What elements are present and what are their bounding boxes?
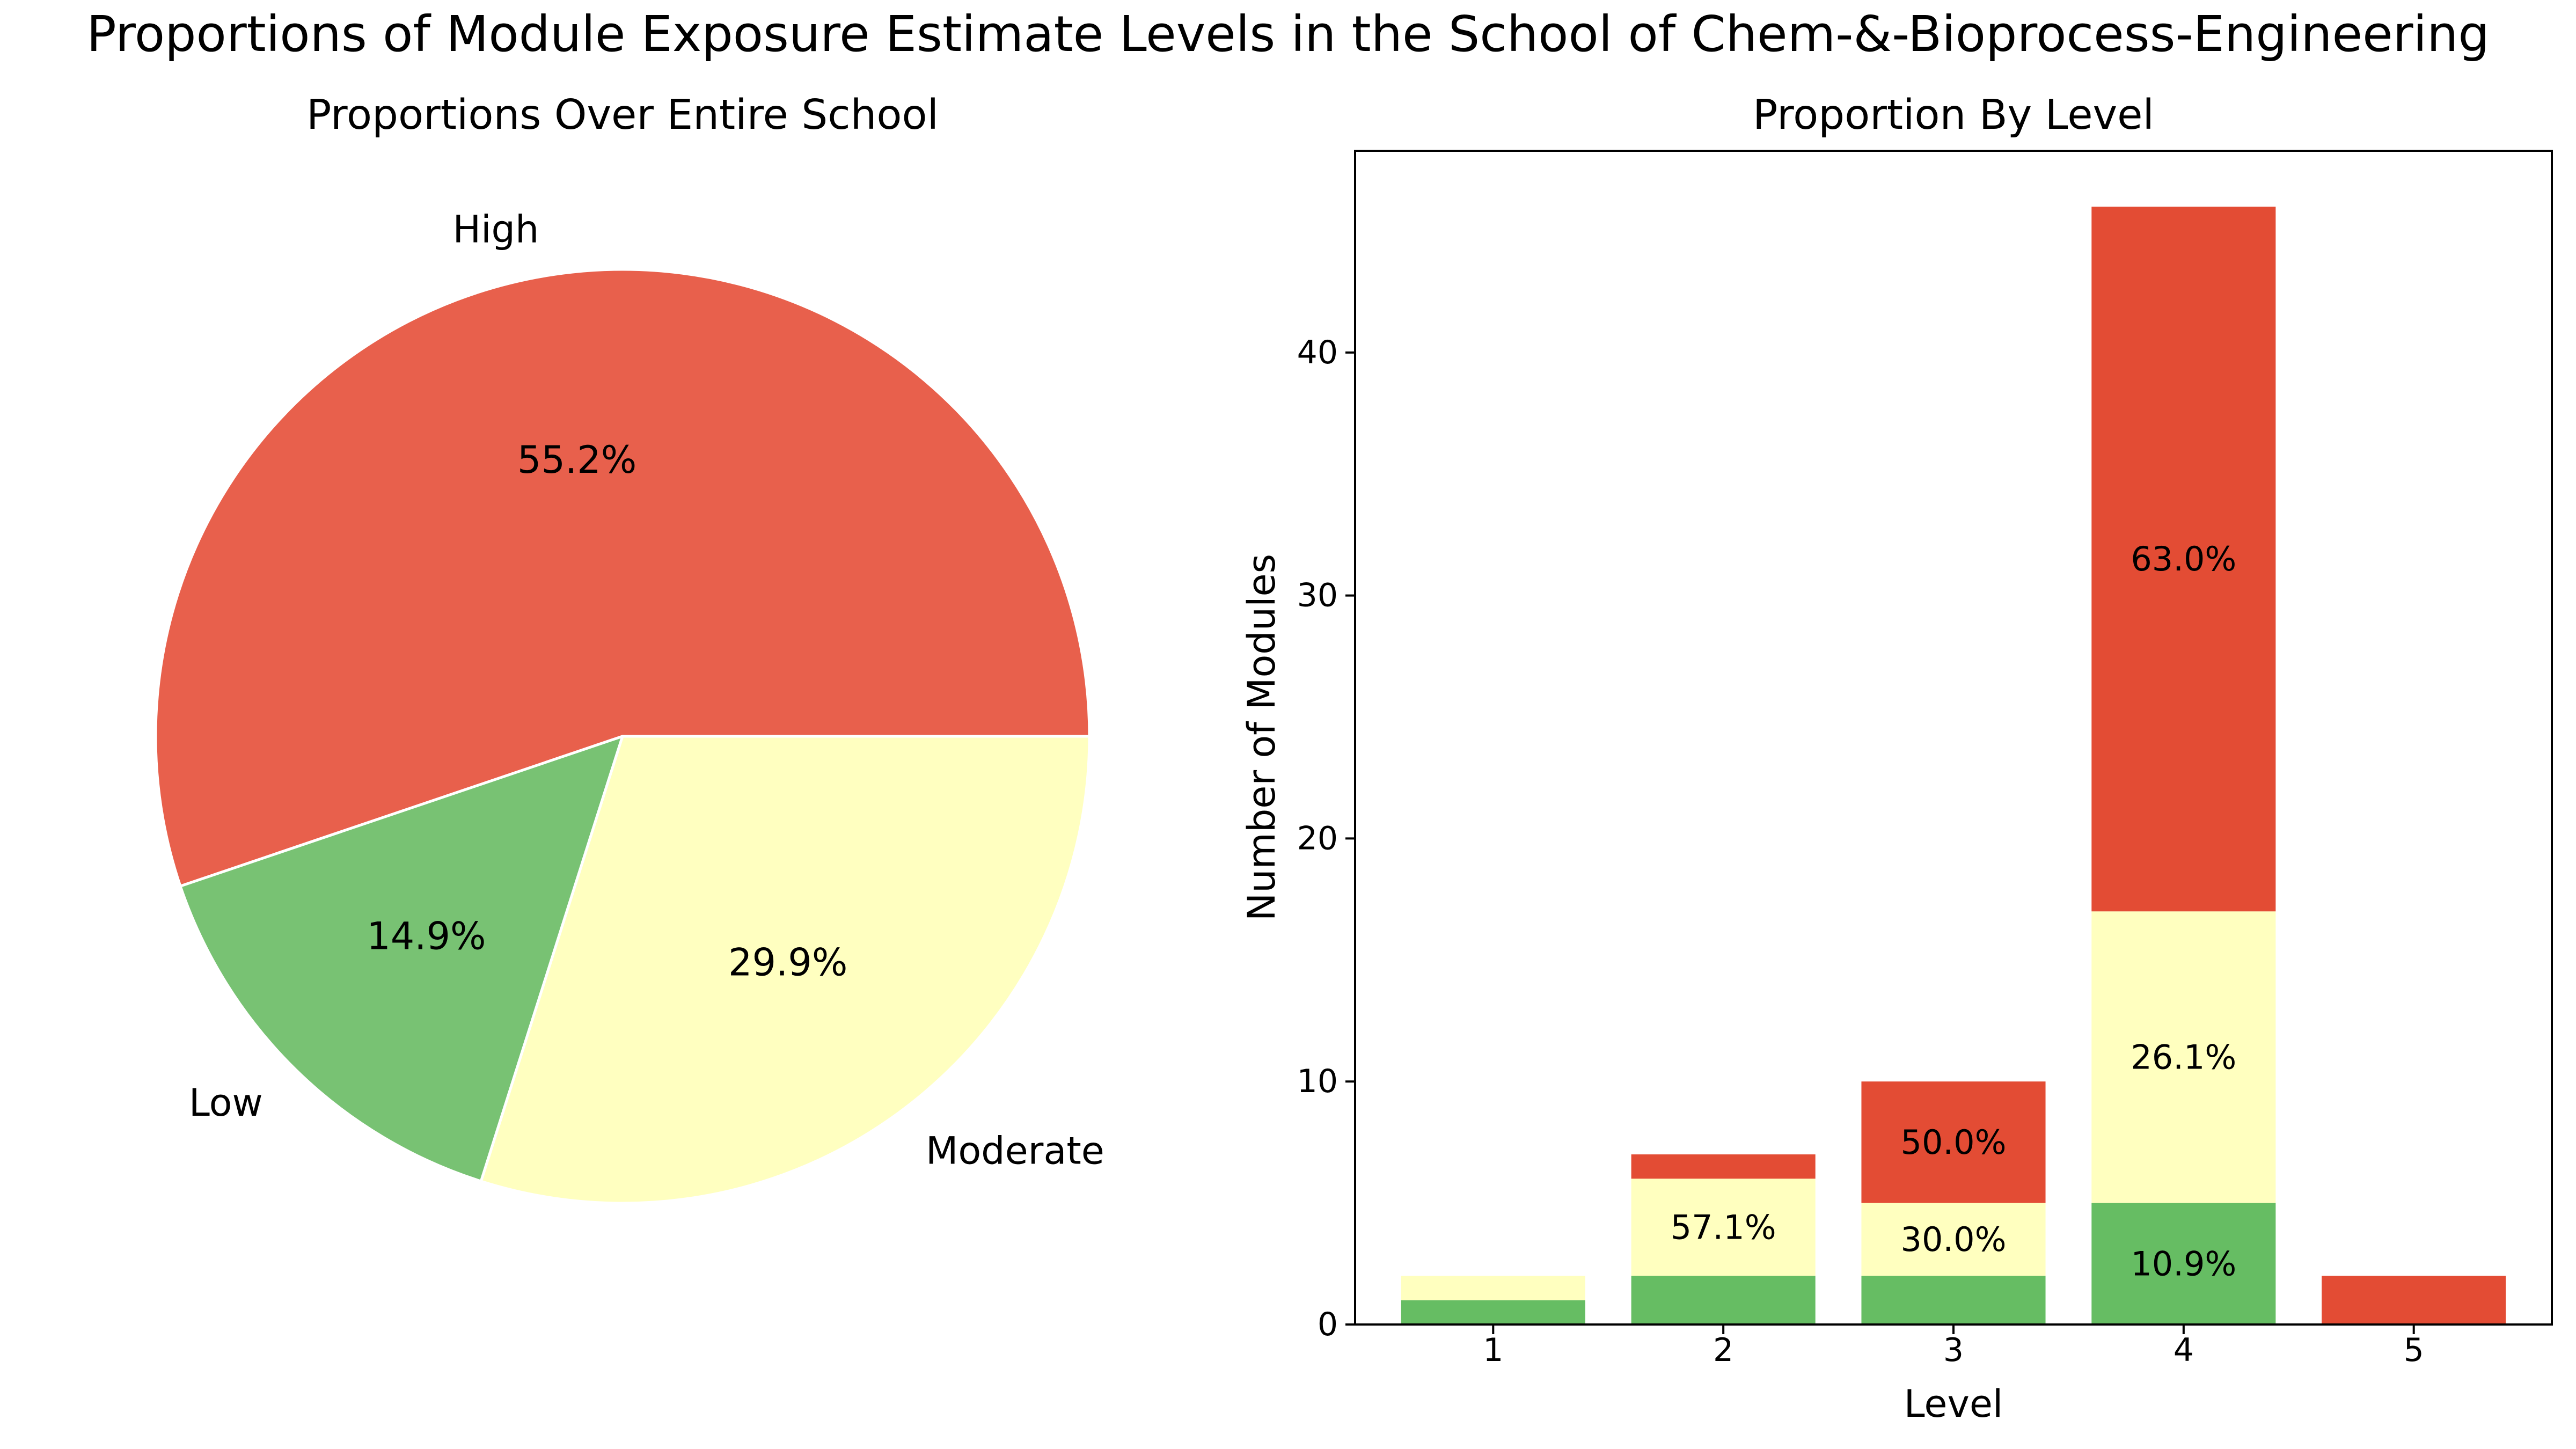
pie-pct-label-low: 14.9% (367, 914, 486, 958)
bar-segment-level-4-low (2091, 1203, 2276, 1324)
x-tick-label: 5 (2404, 1331, 2424, 1369)
pie-category-label-low: Low (189, 1081, 263, 1125)
y-tick-label: 30 (1297, 577, 1338, 614)
pie-chart-title: Proportions Over Entire School (306, 91, 939, 139)
bar-segment-level-2-high (1631, 1154, 1816, 1179)
x-tick-label: 3 (1943, 1331, 1964, 1369)
pie-slice-high (154, 268, 1091, 888)
bar-segment-level-3-high (1861, 1081, 2046, 1203)
figure-title: Proportions of Module Exposure Estimate … (86, 5, 2490, 63)
bar-segment-level-1-low (1401, 1300, 1585, 1324)
pie-chart-panel: Proportions Over Entire School 55.2% High… (154, 91, 1104, 1205)
bar-data-label-level-4-moderate: 26.1% (2131, 1037, 2236, 1077)
x-tick-label: 2 (1713, 1331, 1733, 1369)
y-tick-label: 40 (1297, 334, 1338, 371)
pie-pct-label-moderate: 29.9% (728, 940, 847, 984)
y-tick-label: 10 (1297, 1063, 1338, 1100)
pie-category-label-moderate: Moderate (926, 1129, 1104, 1173)
pie-slice-low (179, 735, 624, 1183)
bar-data-labels: 57.1% 50.0% 30.0% 63.0% 26.1% 10.9% (1671, 539, 2237, 1283)
x-tick-label: 4 (2174, 1331, 2194, 1369)
bar-data-label-level-4-low: 10.9% (2131, 1244, 2236, 1283)
bar-chart-panel: Proportion By Level 57.1% 50.0% 30.0% 63.0%… (1240, 91, 2553, 1426)
pie-slice-moderate (479, 735, 1091, 1205)
pie-slices (154, 268, 1091, 1205)
bar-data-label-level-2-moderate: 57.1% (1671, 1208, 1776, 1247)
bar-segment-level-1-moderate (1401, 1276, 1585, 1300)
bar-segment-level-2-low (1631, 1276, 1816, 1324)
bar-segment-level-3-low (1861, 1276, 2046, 1324)
bar-data-label-level-3-high: 50.0% (1901, 1123, 2007, 1162)
pie-pct-label-high: 55.2% (517, 438, 636, 482)
y-tick-label: 0 (1318, 1306, 1338, 1343)
y-axis-label: Number of Modules (1240, 554, 1284, 921)
bar-segment-level-2-moderate (1631, 1179, 1816, 1276)
bar-data-label-level-4-high: 63.0% (2131, 539, 2236, 579)
bar-segments (1401, 207, 2506, 1324)
x-tick-label: 1 (1483, 1331, 1503, 1369)
pie-labels: 55.2% High 14.9% Low 29.9% Moderate (189, 208, 1104, 1173)
bar-data-label-level-3-moderate: 30.0% (1901, 1220, 2007, 1259)
bar-chart-title: Proportion By Level (1753, 91, 2154, 139)
bar-segment-level-4-moderate (2091, 911, 2276, 1203)
bar-segment-level-4-high (2091, 207, 2276, 912)
pie-category-label-high: High (452, 208, 539, 252)
x-axis-label: Level (1904, 1382, 2003, 1426)
bar-segment-level-3-moderate (1861, 1203, 2046, 1276)
bar-axes: 0 10 20 30 40 1 2 3 4 5 (1297, 334, 2424, 1369)
bar-segment-level-5-high (2322, 1276, 2506, 1324)
y-tick-label: 20 (1297, 819, 1338, 857)
